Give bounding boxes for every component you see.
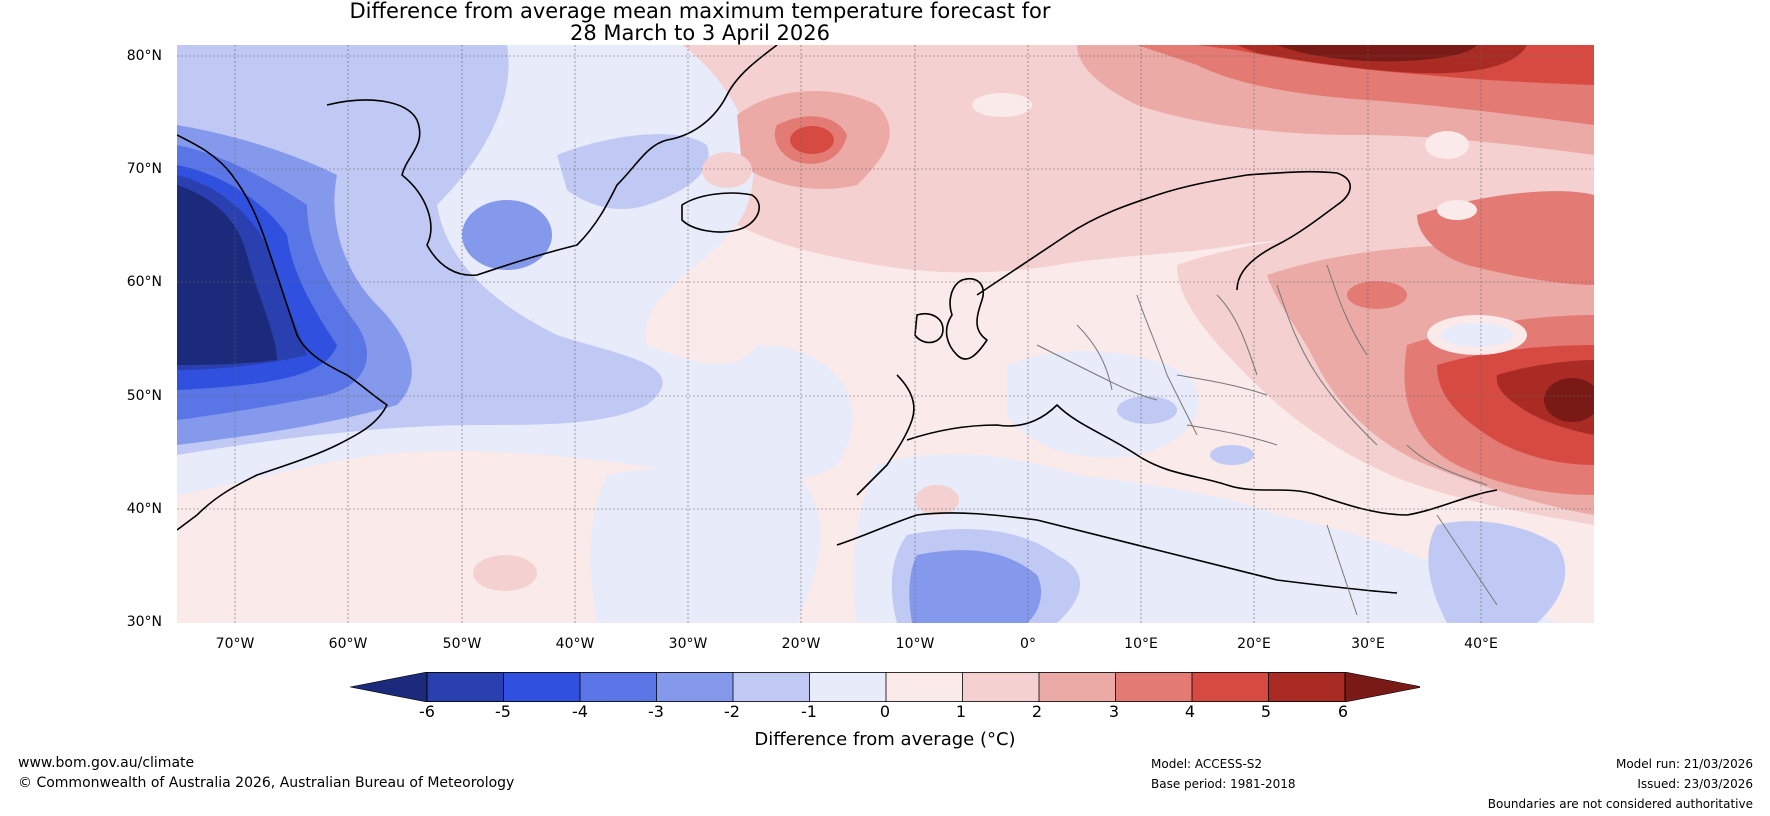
lon-label-30e: 30°E (1351, 636, 1385, 652)
warm-anomaly-north (682, 45, 1594, 273)
legend-tick-minus-6: -6 (419, 702, 435, 721)
legend-frame (426, 672, 1346, 702)
warm-anomaly-east (1177, 191, 1594, 525)
legend-tick-minus-3: -3 (648, 702, 664, 721)
legend-swatch (809, 672, 887, 702)
lon-label-70w: 70°W (215, 636, 255, 652)
legend-tick-minus-1: -1 (801, 702, 817, 721)
legend-tick-6: 6 (1337, 702, 1349, 721)
warm-blob-atlantic (473, 555, 537, 591)
warm-blob-iberia (915, 485, 959, 515)
ireland-coastline (914, 313, 944, 344)
legend-tick-minus-2: -2 (724, 702, 740, 721)
lat-label-30n: 30°N (126, 614, 162, 630)
warm-blob-greenland-east (702, 152, 752, 188)
cool-anomaly-subtropical-atlantic (590, 467, 821, 623)
legend-swatch (886, 672, 963, 702)
legend-swatch (427, 672, 504, 702)
country-borders (1036, 264, 1498, 616)
legend-swatch (1192, 672, 1269, 702)
lon-label-40e: 40°E (1464, 636, 1498, 652)
legend-tick-2: 2 (1031, 702, 1043, 721)
lat-label-70n: 70°N (126, 161, 162, 177)
mediterranean-north-coastline (906, 404, 1498, 516)
legend-tick-4: 4 (1184, 702, 1196, 721)
legend-tick-3: 3 (1108, 702, 1120, 721)
model-text: Model: ACCESS-S2 (1151, 757, 1263, 771)
lon-label-20e: 20°E (1237, 636, 1271, 652)
title-line-1: Difference from average mean maximum tem… (349, 0, 1051, 23)
lat-label-40n: 40°N (126, 501, 162, 517)
lon-label-10e: 10°E (1124, 636, 1158, 652)
lat-label-60n: 60°N (126, 274, 162, 290)
title-line-2: 28 March to 3 April 2026 (570, 21, 830, 45)
legend-swatch (503, 672, 581, 702)
lon-label-20w: 20°W (781, 636, 821, 652)
issued-text: Issued: 23/03/2026 (1637, 777, 1753, 791)
legend-swatch (1115, 672, 1193, 702)
model-run-text: Model run: 21/03/2026 (1615, 757, 1753, 771)
legend-extend-high (1344, 672, 1420, 702)
greenland-coastline (326, 45, 778, 277)
coastlines (177, 45, 1498, 594)
legend-swatch (962, 672, 1040, 702)
legend-extend-low (350, 672, 428, 702)
lat-label-80n: 80°N (126, 48, 162, 64)
graticule (177, 45, 1594, 623)
lat-label-50n: 50°N (126, 388, 162, 404)
iberia-west-coastline (856, 374, 915, 496)
scandinavia-coastline (976, 170, 1351, 296)
lon-label-0: 0° (1020, 636, 1036, 652)
copyright-text: © Commonwealth of Australia 2026, Austra… (18, 775, 515, 791)
iceland-coastline (681, 192, 760, 233)
map-title: Difference from average mean maximum tem… (0, 0, 1400, 44)
lon-label-30w: 30°W (668, 636, 708, 652)
legend-tick-1: 1 (955, 702, 967, 721)
north-africa-coastline (836, 512, 1398, 594)
legend-title: Difference from average (°C) (754, 729, 1016, 750)
labrador-coastline (177, 134, 388, 531)
legend-tick-5: 5 (1260, 702, 1272, 721)
legend-tick-minus-5: -5 (495, 702, 511, 721)
britain-coastline (945, 278, 988, 360)
legend-colorbar (350, 672, 1420, 702)
website-link[interactable]: www.bom.gov.au/climate (18, 755, 195, 771)
lon-label-50w: 50°W (442, 636, 482, 652)
lon-label-10w: 10°W (895, 636, 935, 652)
legend-swatch (733, 672, 810, 702)
legend-swatch (656, 672, 734, 702)
legend-tick-minus-4: -4 (572, 702, 588, 721)
cool-anomaly-north-africa (853, 351, 1566, 623)
cool-anomaly-west (177, 45, 853, 495)
legend-swatch (580, 672, 657, 702)
lon-label-40w: 40°W (555, 636, 595, 652)
legend-swatch (1039, 672, 1116, 702)
legend-swatch (1268, 672, 1346, 702)
lon-label-60w: 60°W (328, 636, 368, 652)
temperature-anomaly-map (177, 45, 1594, 623)
base-period-text: Base period: 1981-2018 (1151, 777, 1296, 791)
legend-tick-0: 0 (879, 702, 891, 721)
disclaimer-text: Boundaries are not considered authoritat… (1487, 797, 1753, 811)
